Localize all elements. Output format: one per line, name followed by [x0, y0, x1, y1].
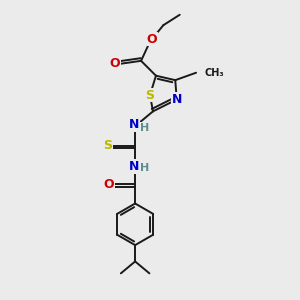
Text: N: N: [128, 118, 139, 131]
Text: O: O: [110, 57, 120, 70]
Text: N: N: [172, 93, 182, 106]
Text: S: S: [103, 139, 112, 152]
Text: N: N: [128, 160, 139, 173]
Text: O: O: [146, 33, 157, 46]
Text: H: H: [140, 123, 149, 133]
Text: CH₃: CH₃: [204, 68, 224, 78]
Text: S: S: [146, 88, 154, 101]
Text: H: H: [140, 163, 150, 173]
Text: O: O: [104, 178, 114, 191]
